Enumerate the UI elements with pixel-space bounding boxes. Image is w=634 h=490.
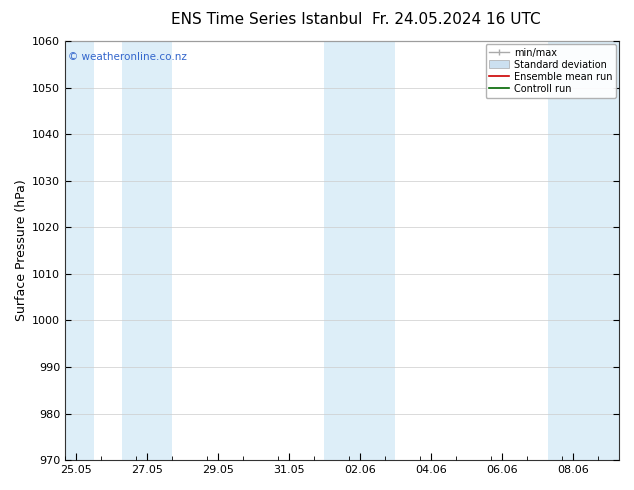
Bar bbox=[548, 41, 619, 460]
Bar bbox=[65, 41, 94, 460]
Legend: min/max, Standard deviation, Ensemble mean run, Controll run: min/max, Standard deviation, Ensemble me… bbox=[486, 44, 616, 98]
Text: ENS Time Series Istanbul: ENS Time Series Istanbul bbox=[171, 12, 362, 27]
Bar bbox=[325, 41, 396, 460]
Text: Fr. 24.05.2024 16 UTC: Fr. 24.05.2024 16 UTC bbox=[372, 12, 541, 27]
Text: © weatheronline.co.nz: © weatheronline.co.nz bbox=[68, 51, 187, 62]
Y-axis label: Surface Pressure (hPa): Surface Pressure (hPa) bbox=[15, 180, 28, 321]
Bar bbox=[122, 41, 172, 460]
